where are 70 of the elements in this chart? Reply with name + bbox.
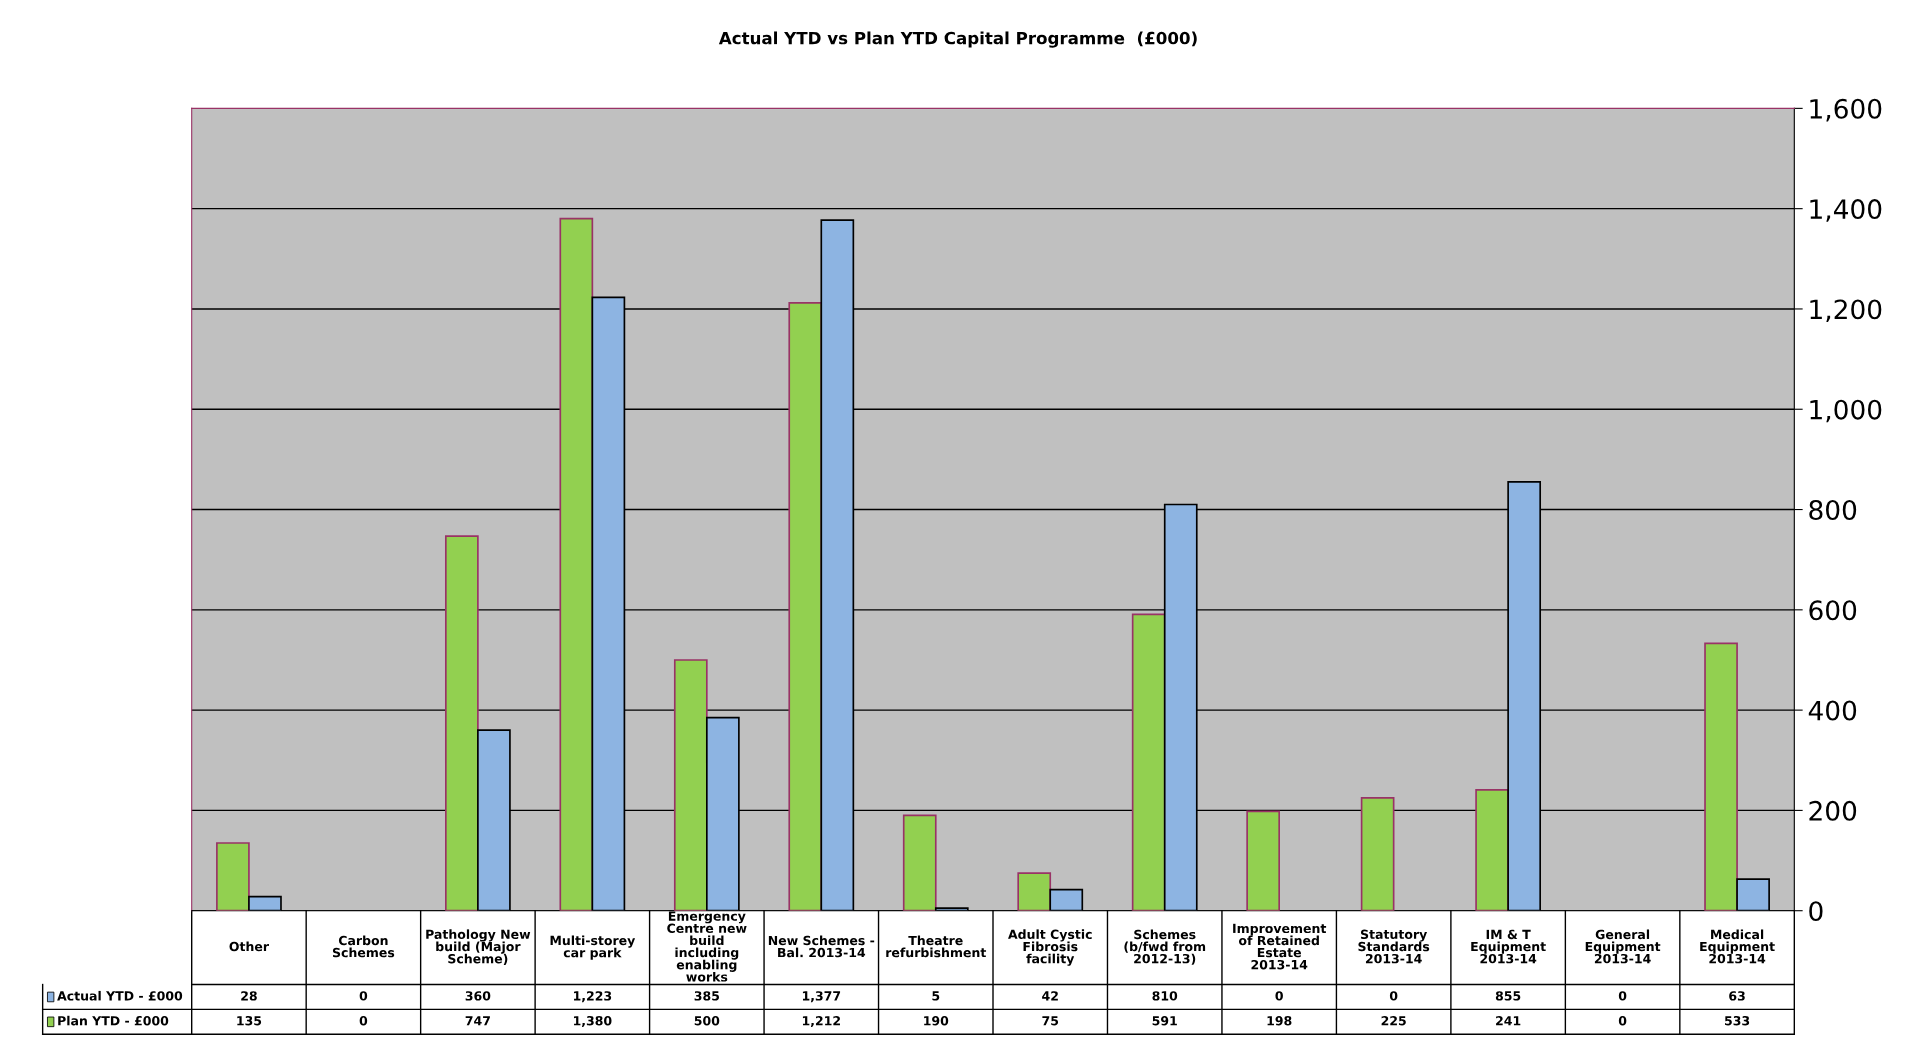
data-label: 63 <box>1729 991 1745 1001</box>
bar <box>934 907 969 911</box>
data-label: 135 <box>237 1016 262 1026</box>
bar <box>1475 789 1509 911</box>
data-label: 855 <box>1495 991 1521 1001</box>
data-label: 533 <box>1724 1016 1750 1026</box>
data-label: 360 <box>465 991 491 1001</box>
data-label: 198 <box>1267 1016 1292 1026</box>
data-label: 0 <box>359 1016 368 1026</box>
bar <box>248 895 282 911</box>
bar <box>1246 810 1281 911</box>
bar <box>788 302 823 911</box>
bar <box>1704 642 1738 911</box>
data-label: 28 <box>241 991 257 1001</box>
data-label: 241 <box>1496 1016 1521 1026</box>
x-tick-label: Improvement of Retained Estate 2013-14 <box>1233 923 1327 970</box>
y-tick-label: 200 <box>1809 800 1857 821</box>
legend-label: Plan YTD - £000 <box>58 1015 169 1026</box>
x-tick-label: Schemes (b/fwd from 2012-13) <box>1124 929 1206 965</box>
bar <box>1017 872 1052 911</box>
x-tick-label: Other <box>229 941 269 952</box>
data-label: 0 <box>359 991 368 1001</box>
bar <box>216 842 250 911</box>
x-tick-label: Medical Equipment 2013-14 <box>1700 929 1775 964</box>
data-label: 75 <box>1042 1016 1059 1026</box>
bar <box>1360 797 1395 911</box>
x-tick-label: Statutory Standards 2013-14 <box>1358 929 1430 964</box>
bar <box>902 814 937 911</box>
data-label: 225 <box>1381 1016 1406 1026</box>
data-label: 1,223 <box>573 991 612 1003</box>
x-tick-label: Emergency Centre new build including enabling works <box>667 911 747 982</box>
bar <box>444 535 479 911</box>
y-tick-label: 800 <box>1809 499 1857 520</box>
x-tick-label: Carbon Schemes <box>332 935 395 958</box>
y-tick-label: 1,400 <box>1810 199 1882 222</box>
data-label: 5 <box>932 991 940 1001</box>
data-label: 0 <box>1618 1016 1627 1026</box>
data-label: 0 <box>1389 991 1398 1001</box>
y-tick-label: 400 <box>1808 700 1857 721</box>
data-label: 0 <box>1618 991 1627 1001</box>
bar <box>673 659 708 911</box>
data-label: 1,377 <box>802 991 841 1003</box>
x-tick-label: Theatre refurbishment <box>886 935 987 958</box>
bar <box>1131 613 1166 911</box>
bar <box>559 217 594 911</box>
bar <box>1049 888 1084 911</box>
x-tick-label: New Schemes - Bal. 2013-14 <box>768 935 875 958</box>
y-tick-label: 1,600 <box>1810 98 1882 122</box>
data-label: 1,212 <box>802 1016 840 1028</box>
data-label: 385 <box>694 991 719 1001</box>
y-tick-label: 1,000 <box>1810 399 1882 423</box>
x-tick-label: General Equipment 2013-14 <box>1585 929 1661 964</box>
data-label: 500 <box>694 1016 720 1026</box>
data-label: 747 <box>465 1016 490 1026</box>
x-tick-label: Multi-storey car park <box>550 935 636 960</box>
x-tick-label: IM & T Equipment 2013-14 <box>1471 929 1546 964</box>
data-label: 0 <box>1275 991 1283 1001</box>
x-tick-label: Adult Cystic Fibrosis facility <box>1008 929 1092 966</box>
y-tick-label: 1,200 <box>1810 299 1882 323</box>
legend-label: Actual YTD - £000 <box>57 990 183 1001</box>
data-label: 42 <box>1042 991 1058 1001</box>
data-label: 591 <box>1152 1016 1177 1026</box>
data-label: 810 <box>1152 991 1178 1001</box>
y-tick-label: 600 <box>1809 600 1857 621</box>
bar <box>1736 878 1770 911</box>
data-label: 190 <box>924 1016 949 1026</box>
y-tick-label: 0 <box>1809 901 1823 922</box>
data-label: 1,380 <box>573 1016 612 1028</box>
x-tick-label: Pathology New build (Major Scheme) <box>426 929 531 965</box>
chart-title: Actual YTD vs Plan YTD Capital Programme (£000) <box>718 31 1197 48</box>
